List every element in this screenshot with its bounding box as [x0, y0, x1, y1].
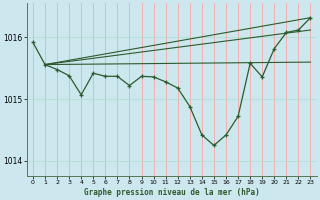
X-axis label: Graphe pression niveau de la mer (hPa): Graphe pression niveau de la mer (hPa): [84, 188, 260, 197]
